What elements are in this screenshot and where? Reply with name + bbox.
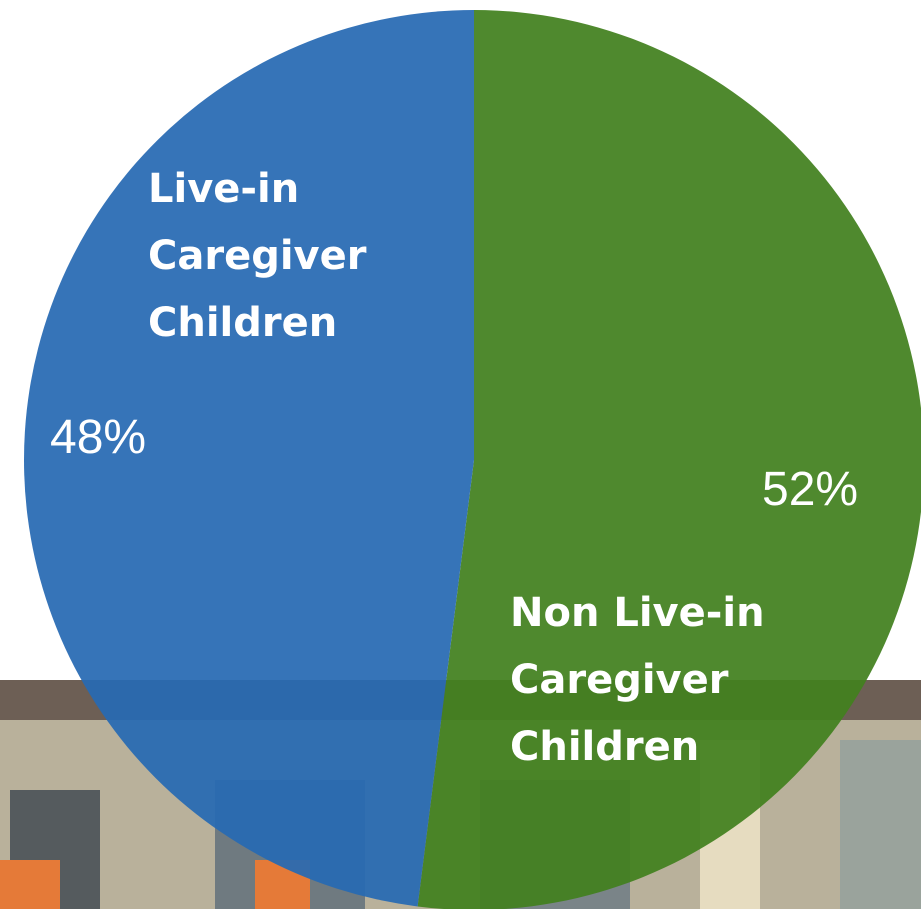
category-label: Non Live-in Caregiver Children bbox=[510, 590, 765, 770]
value-label: 52% bbox=[762, 463, 859, 516]
category-label: Live-in Caregiver Children bbox=[148, 166, 367, 346]
pie-slice bbox=[24, 10, 474, 907]
value-label: 48% bbox=[50, 411, 147, 464]
pie-slice bbox=[417, 10, 921, 909]
